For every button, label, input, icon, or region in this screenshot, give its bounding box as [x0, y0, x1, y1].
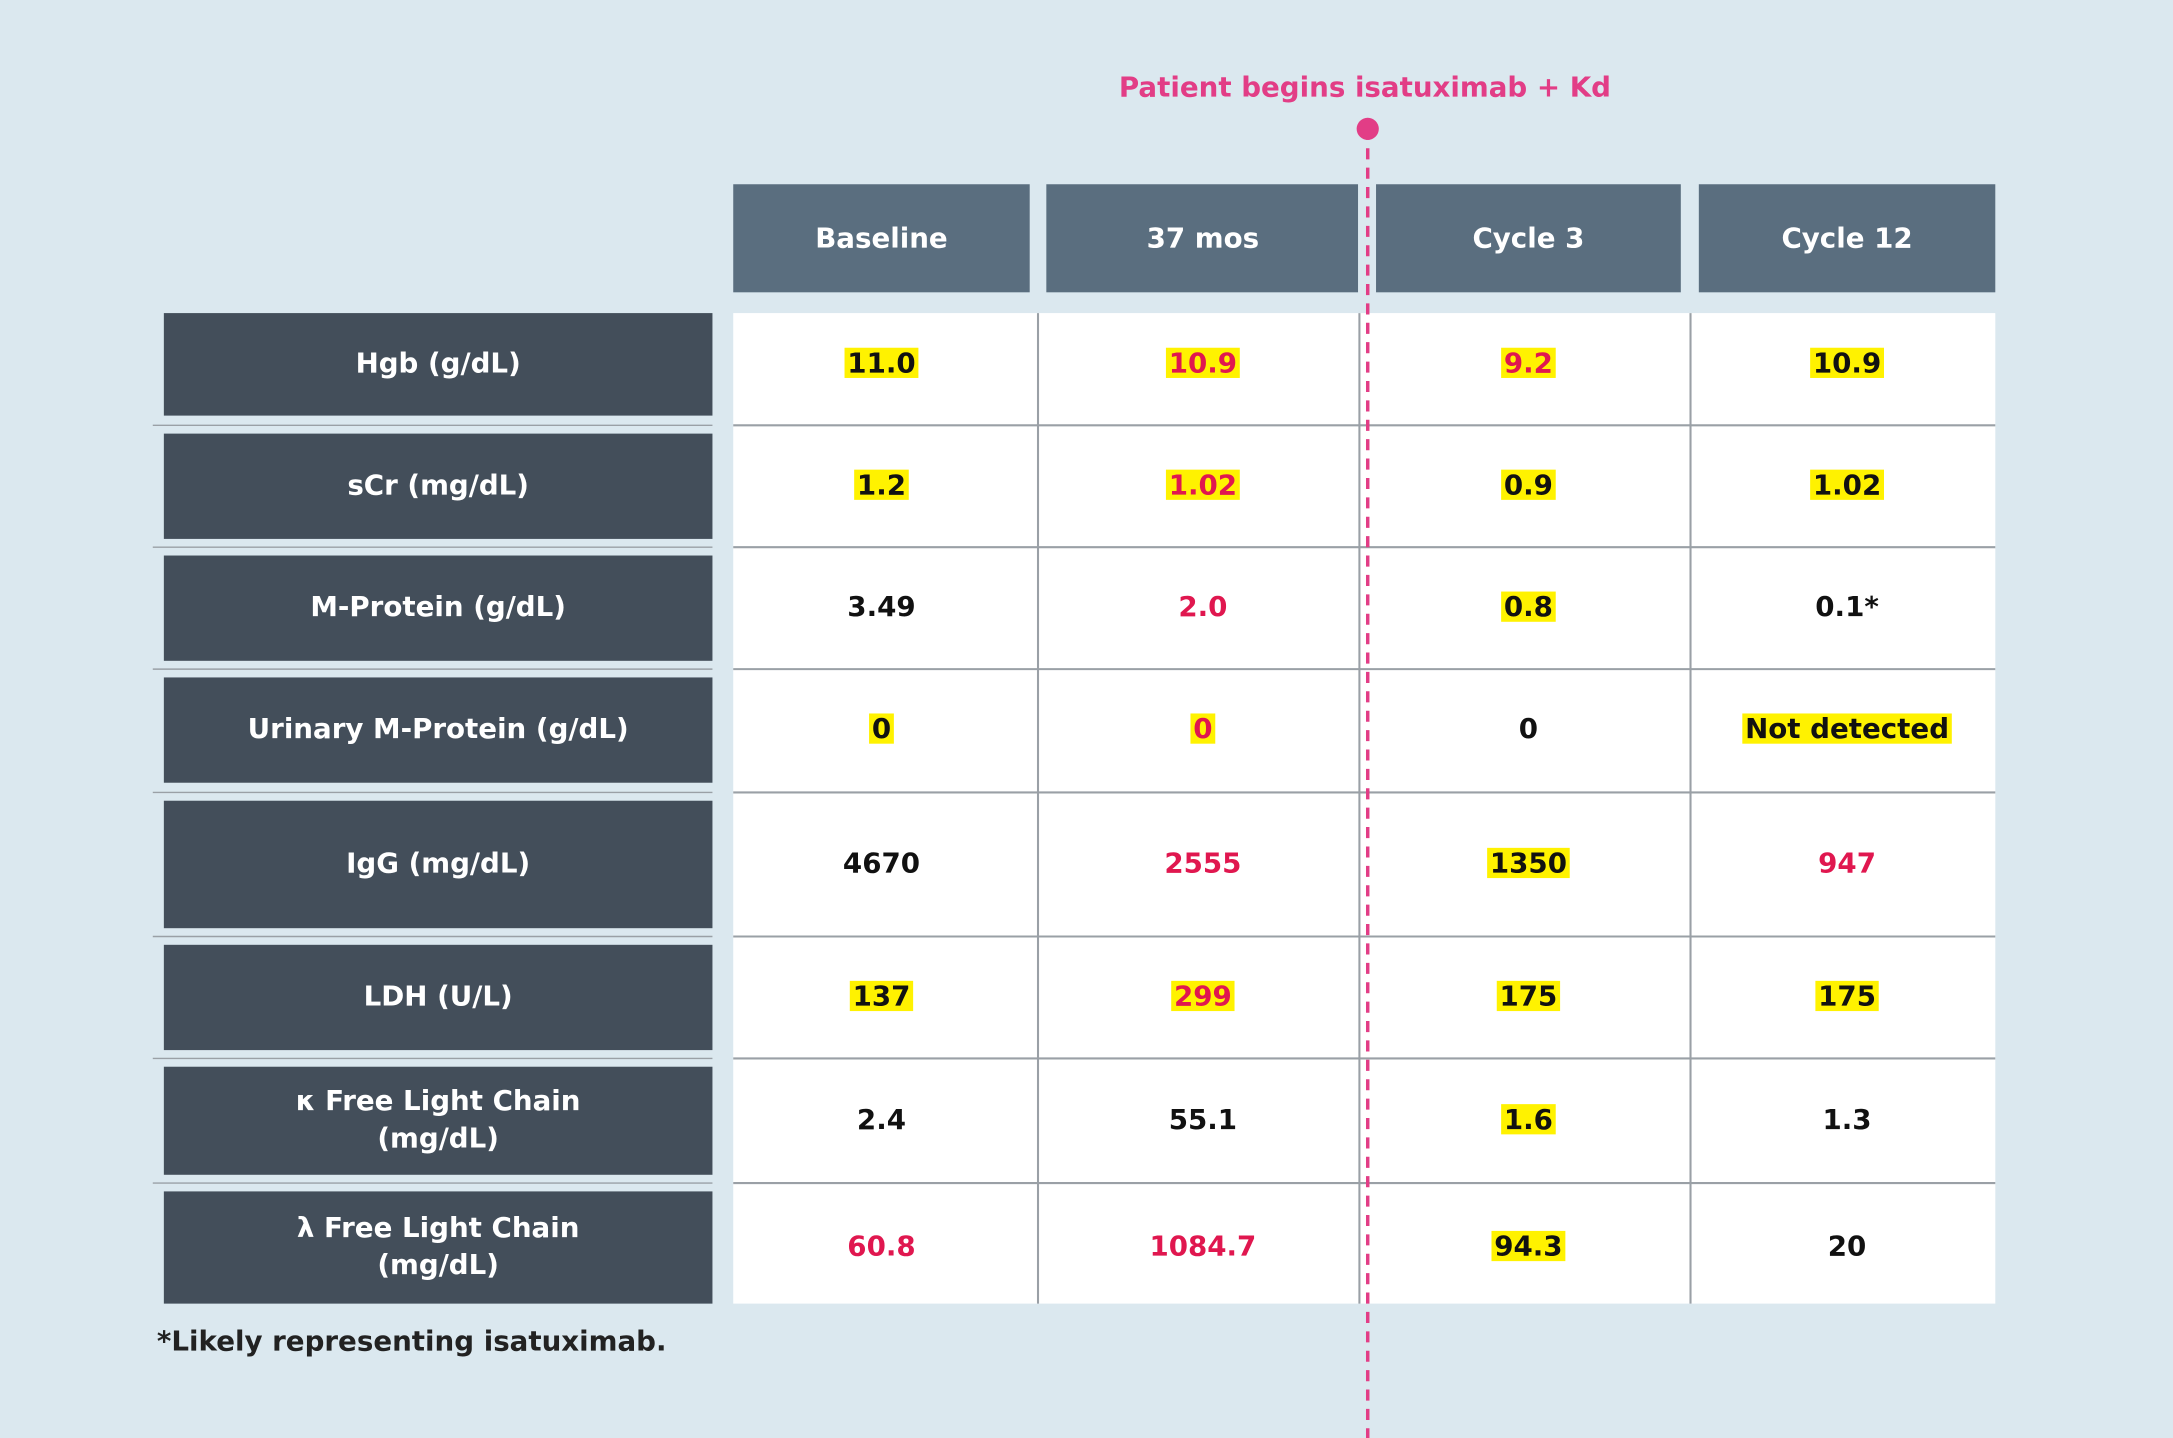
cell-highlight	[1742, 713, 1952, 744]
cell-value: 20	[1828, 1230, 1867, 1263]
table-body	[733, 313, 1996, 1304]
cell-value: 137	[853, 979, 911, 1012]
cell-value: 0	[1193, 712, 1212, 745]
cell-value: 9.2	[1504, 346, 1553, 379]
cell-highlight	[849, 980, 914, 1012]
cell-highlight	[1496, 980, 1561, 1012]
row-label: Hgb (g/dL)	[356, 346, 521, 379]
cell-value: 2555	[1164, 846, 1241, 879]
row-label-bg	[163, 433, 713, 539]
cell-value: 175	[1500, 979, 1558, 1012]
cell-highlight	[1487, 847, 1570, 879]
cell-value: 10.9	[1813, 346, 1881, 379]
cell-highlight	[869, 713, 894, 744]
cell-value: 1.3	[1823, 1103, 1872, 1136]
cell-highlight	[1810, 347, 1884, 378]
cell-value: 0	[1519, 712, 1538, 745]
cell-value: 299	[1174, 979, 1232, 1012]
cells: Baseline 37 mos Cycle 3 Cycle 12 Hgb (g/dL) 1…	[163, 184, 1996, 1304]
row-label: LDH (U/L)	[364, 979, 513, 1012]
cell-highlight	[1501, 591, 1556, 622]
cell-value: 55.1	[1169, 1103, 1237, 1136]
row-label-bg	[163, 555, 713, 661]
row-label-bg	[163, 1066, 713, 1175]
cell-highlight	[1501, 1104, 1556, 1135]
cell-value: 4670	[843, 846, 920, 879]
row-label-bg	[163, 677, 713, 783]
cell-highlight	[1810, 469, 1884, 500]
column-header-bg	[1046, 184, 1359, 293]
cell-highlight	[1190, 713, 1216, 744]
cell-value: 947	[1818, 846, 1876, 879]
grid	[152, 313, 1996, 1304]
row-label: (mg/dL)	[377, 1121, 499, 1154]
column-header-bg	[733, 184, 1030, 293]
column-header-bg	[1376, 184, 1681, 293]
column-header: Baseline	[815, 222, 948, 255]
cell-highlight	[1171, 980, 1235, 1012]
cell-value: 3.49	[847, 590, 915, 623]
row-label: Urinary M-Protein (g/dL)	[248, 712, 629, 745]
cell-value: 2.0	[1178, 590, 1227, 623]
row-label: M-Protein (g/dL)	[310, 590, 566, 623]
row-label-bg	[163, 800, 713, 929]
column-header: Cycle 12	[1781, 222, 1912, 255]
column-header-bg	[1698, 184, 1996, 293]
cell-value: 2.4	[857, 1103, 906, 1136]
row-label: κ Free Light Chain	[296, 1084, 581, 1117]
cell-value: 0	[872, 712, 891, 745]
row-label-bg	[163, 313, 713, 416]
cell-highlight	[1501, 469, 1556, 500]
row-label-bg	[163, 944, 713, 1051]
cell-highlight	[1501, 347, 1556, 378]
cell-value: 11.0	[847, 346, 915, 379]
cell-value: 1.2	[857, 468, 906, 501]
footnote: *Likely representing isatuximab.	[157, 1324, 667, 1357]
cell-value: 94.3	[1494, 1230, 1562, 1263]
cell-value: 0.8	[1504, 590, 1553, 623]
cell-value: Not detected	[1745, 712, 1949, 745]
cell-value: 1084.7	[1149, 1230, 1256, 1263]
cell-value: 0.9	[1504, 468, 1553, 501]
row-label: λ Free Light Chain	[297, 1211, 580, 1244]
cell-value: 1350	[1490, 846, 1567, 879]
row-label-bg	[163, 1191, 713, 1304]
cell-value: 175	[1818, 979, 1876, 1012]
cell-value: 1.02	[1813, 468, 1881, 501]
cell-highlight	[1491, 1230, 1566, 1262]
cell-highlight	[1165, 469, 1240, 500]
row-label: sCr (mg/dL)	[347, 468, 529, 501]
row-label: (mg/dL)	[377, 1248, 499, 1281]
cell-value: 60.8	[847, 1230, 915, 1263]
cell-value: 1.02	[1169, 468, 1237, 501]
annotation: Patient begins isatuximab + Kd	[1119, 71, 1611, 104]
cell-highlight	[854, 469, 909, 500]
start-marker-dot	[1356, 117, 1379, 140]
cell-highlight	[1815, 980, 1879, 1012]
cell-highlight	[1165, 347, 1240, 378]
column-header: Cycle 3	[1472, 222, 1584, 255]
cell-value: 1.6	[1504, 1103, 1553, 1136]
cell-value: 10.9	[1169, 346, 1237, 379]
column-header: 37 mos	[1147, 222, 1260, 255]
cell-highlight	[844, 347, 919, 378]
cell-value: 0.1*	[1815, 590, 1879, 623]
row-label: IgG (mg/dL)	[346, 846, 530, 879]
